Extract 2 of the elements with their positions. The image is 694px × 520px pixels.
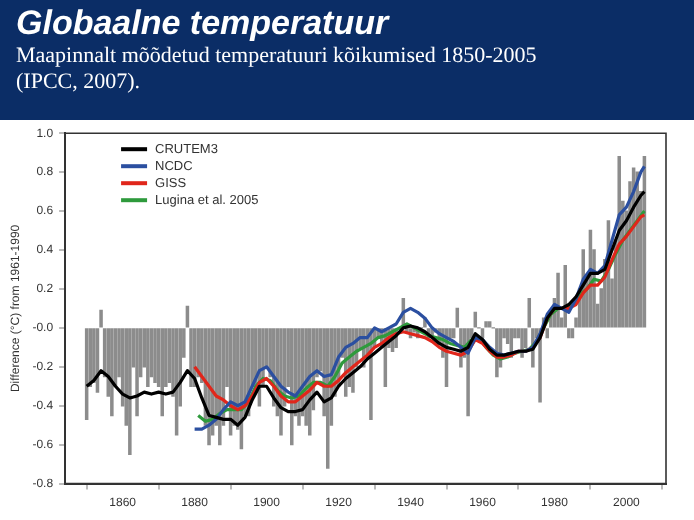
chart-subtitle: Maapinnalt mõõdetud temperatuuri kõikumised 1850-2005 (IPCC, 2007). — [16, 44, 539, 96]
chart-title: Globaalne temperatuur — [16, 4, 392, 44]
